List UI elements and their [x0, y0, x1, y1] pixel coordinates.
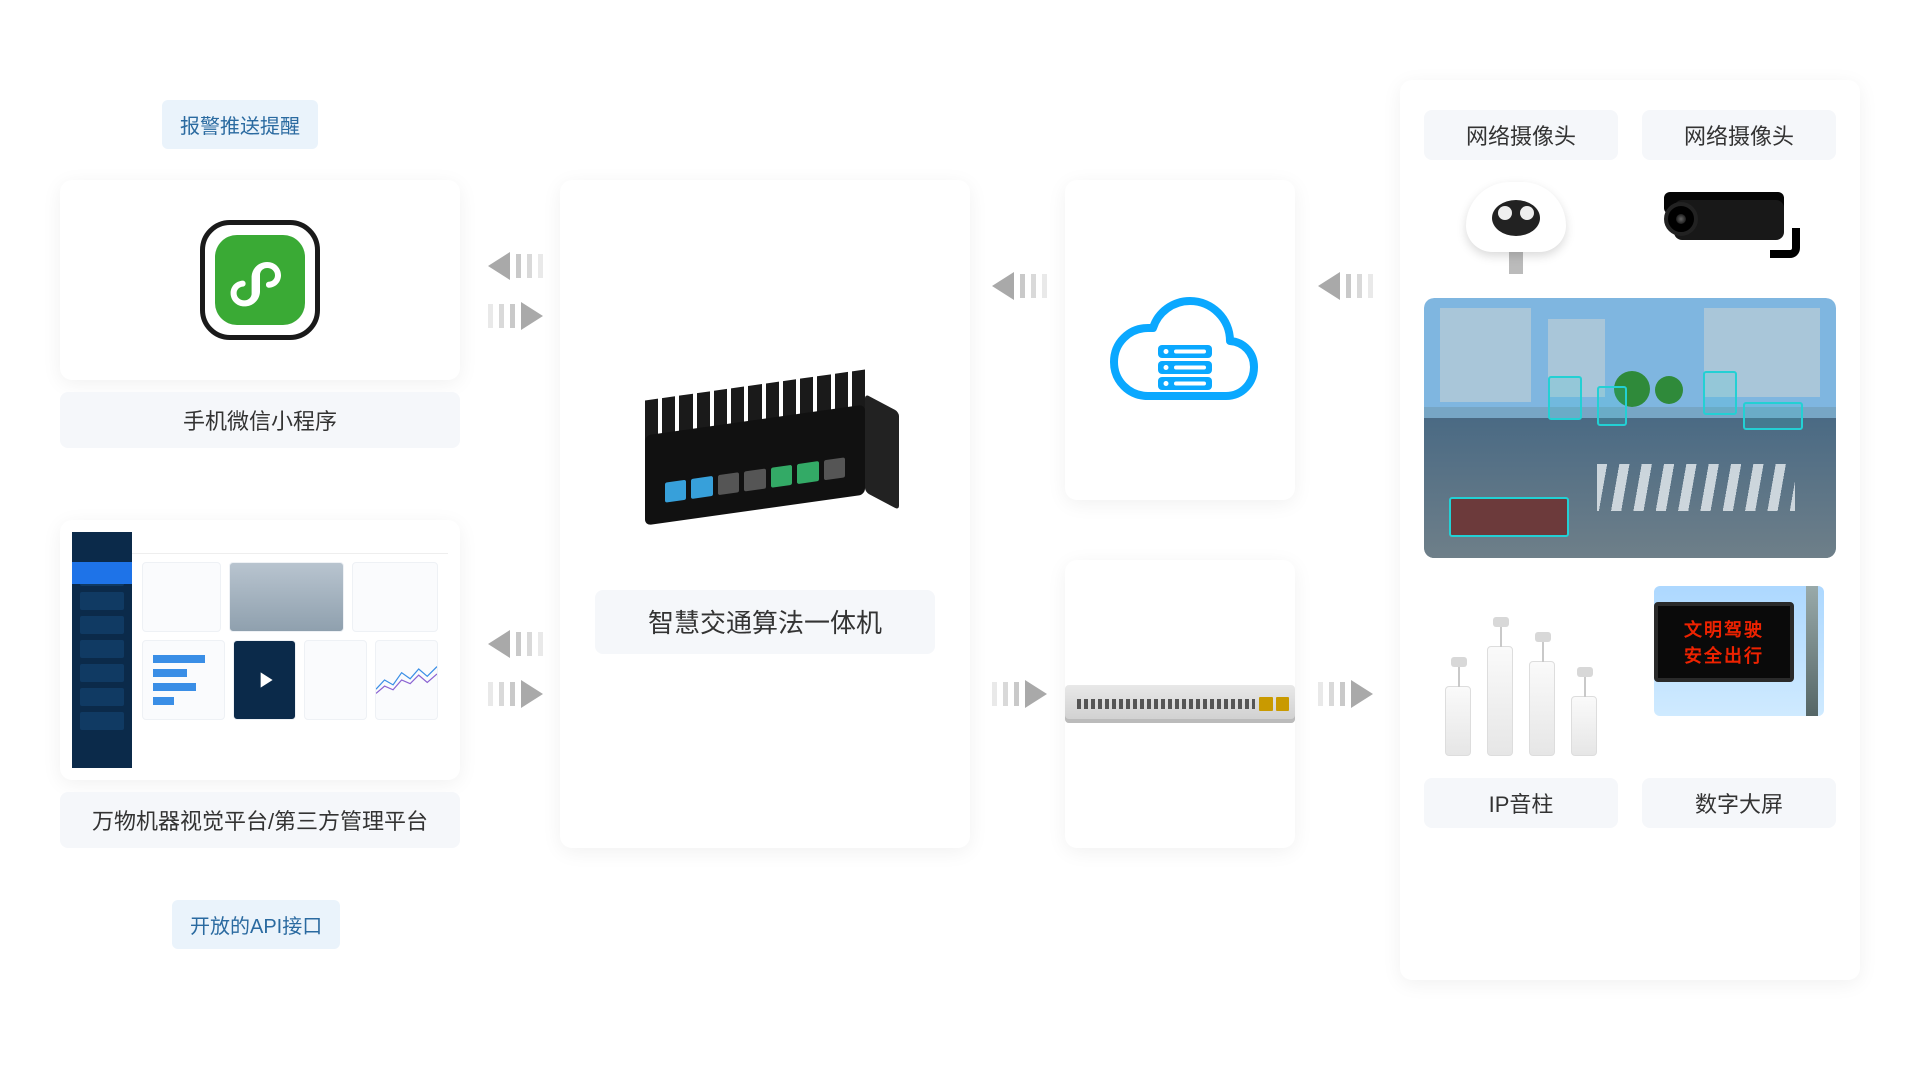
camera-label-1: 网络摄像头: [1424, 110, 1618, 160]
mp-to-center-left: [488, 252, 543, 280]
screen-label: 数字大屏: [1642, 778, 1836, 828]
sw-to-devices-right: [1318, 680, 1373, 708]
dashboard-bar-chart: [142, 640, 225, 720]
cloud-to-center-left: [992, 272, 1047, 300]
camera-label-2-text: 网络摄像头: [1684, 119, 1794, 151]
dome-camera-icon: [1456, 182, 1576, 274]
center-to-plat-right: [488, 680, 543, 708]
edge-compute-box-icon: [625, 375, 905, 535]
ip-speakers-icon: [1445, 646, 1597, 756]
traffic-camera-view: [1424, 298, 1836, 558]
alert-push-tag: 报警推送提醒: [162, 100, 318, 149]
network-switch-icon: [1065, 685, 1295, 723]
miniprogram-glyph: [230, 250, 290, 310]
dashboard-mock: [72, 532, 448, 768]
center-title: 智慧交通算法一体机: [595, 590, 935, 654]
cloud-server-icon: [1100, 275, 1260, 405]
open-api-tag: 开放的API接口: [172, 900, 340, 949]
center-title-text: 智慧交通算法一体机: [648, 603, 882, 640]
open-api-tag-text: 开放的API接口: [190, 916, 322, 938]
dashboard-line-chart: [375, 640, 438, 720]
center-to-mp-right: [488, 302, 543, 330]
platform-label: 万物机器视觉平台/第三方管理平台: [60, 792, 460, 848]
cloud-card: [1065, 180, 1295, 500]
platform-card: [60, 520, 460, 780]
led-line1: 文明驾驶: [1684, 616, 1764, 642]
led-sign-icon: 文明驾驶 安全出行: [1654, 586, 1824, 716]
miniprogram-icon: [200, 220, 320, 340]
screen-label-text: 数字大屏: [1695, 787, 1783, 819]
speaker-label: IP音柱: [1424, 778, 1618, 828]
alert-push-tag-text: 报警推送提醒: [180, 116, 300, 138]
devices-card: 网络摄像头 网络摄像头: [1400, 80, 1860, 980]
miniprogram-card: [60, 180, 460, 380]
switch-card: [1065, 560, 1295, 848]
camera-label-1-text: 网络摄像头: [1466, 119, 1576, 151]
center-to-sw-right: [992, 680, 1047, 708]
center-card: 智慧交通算法一体机: [560, 180, 970, 848]
miniprogram-label: 手机微信小程序: [60, 392, 460, 448]
speaker-label-text: IP音柱: [1489, 787, 1554, 819]
led-line2: 安全出行: [1684, 642, 1764, 668]
miniprogram-label-text: 手机微信小程序: [183, 404, 337, 436]
camera-label-2: 网络摄像头: [1642, 110, 1836, 160]
platform-label-text: 万物机器视觉平台/第三方管理平台: [92, 804, 428, 836]
plat-to-center-left: [488, 630, 543, 658]
cams-to-cloud-left: [1318, 272, 1373, 300]
bullet-camera-icon: [1664, 182, 1804, 272]
